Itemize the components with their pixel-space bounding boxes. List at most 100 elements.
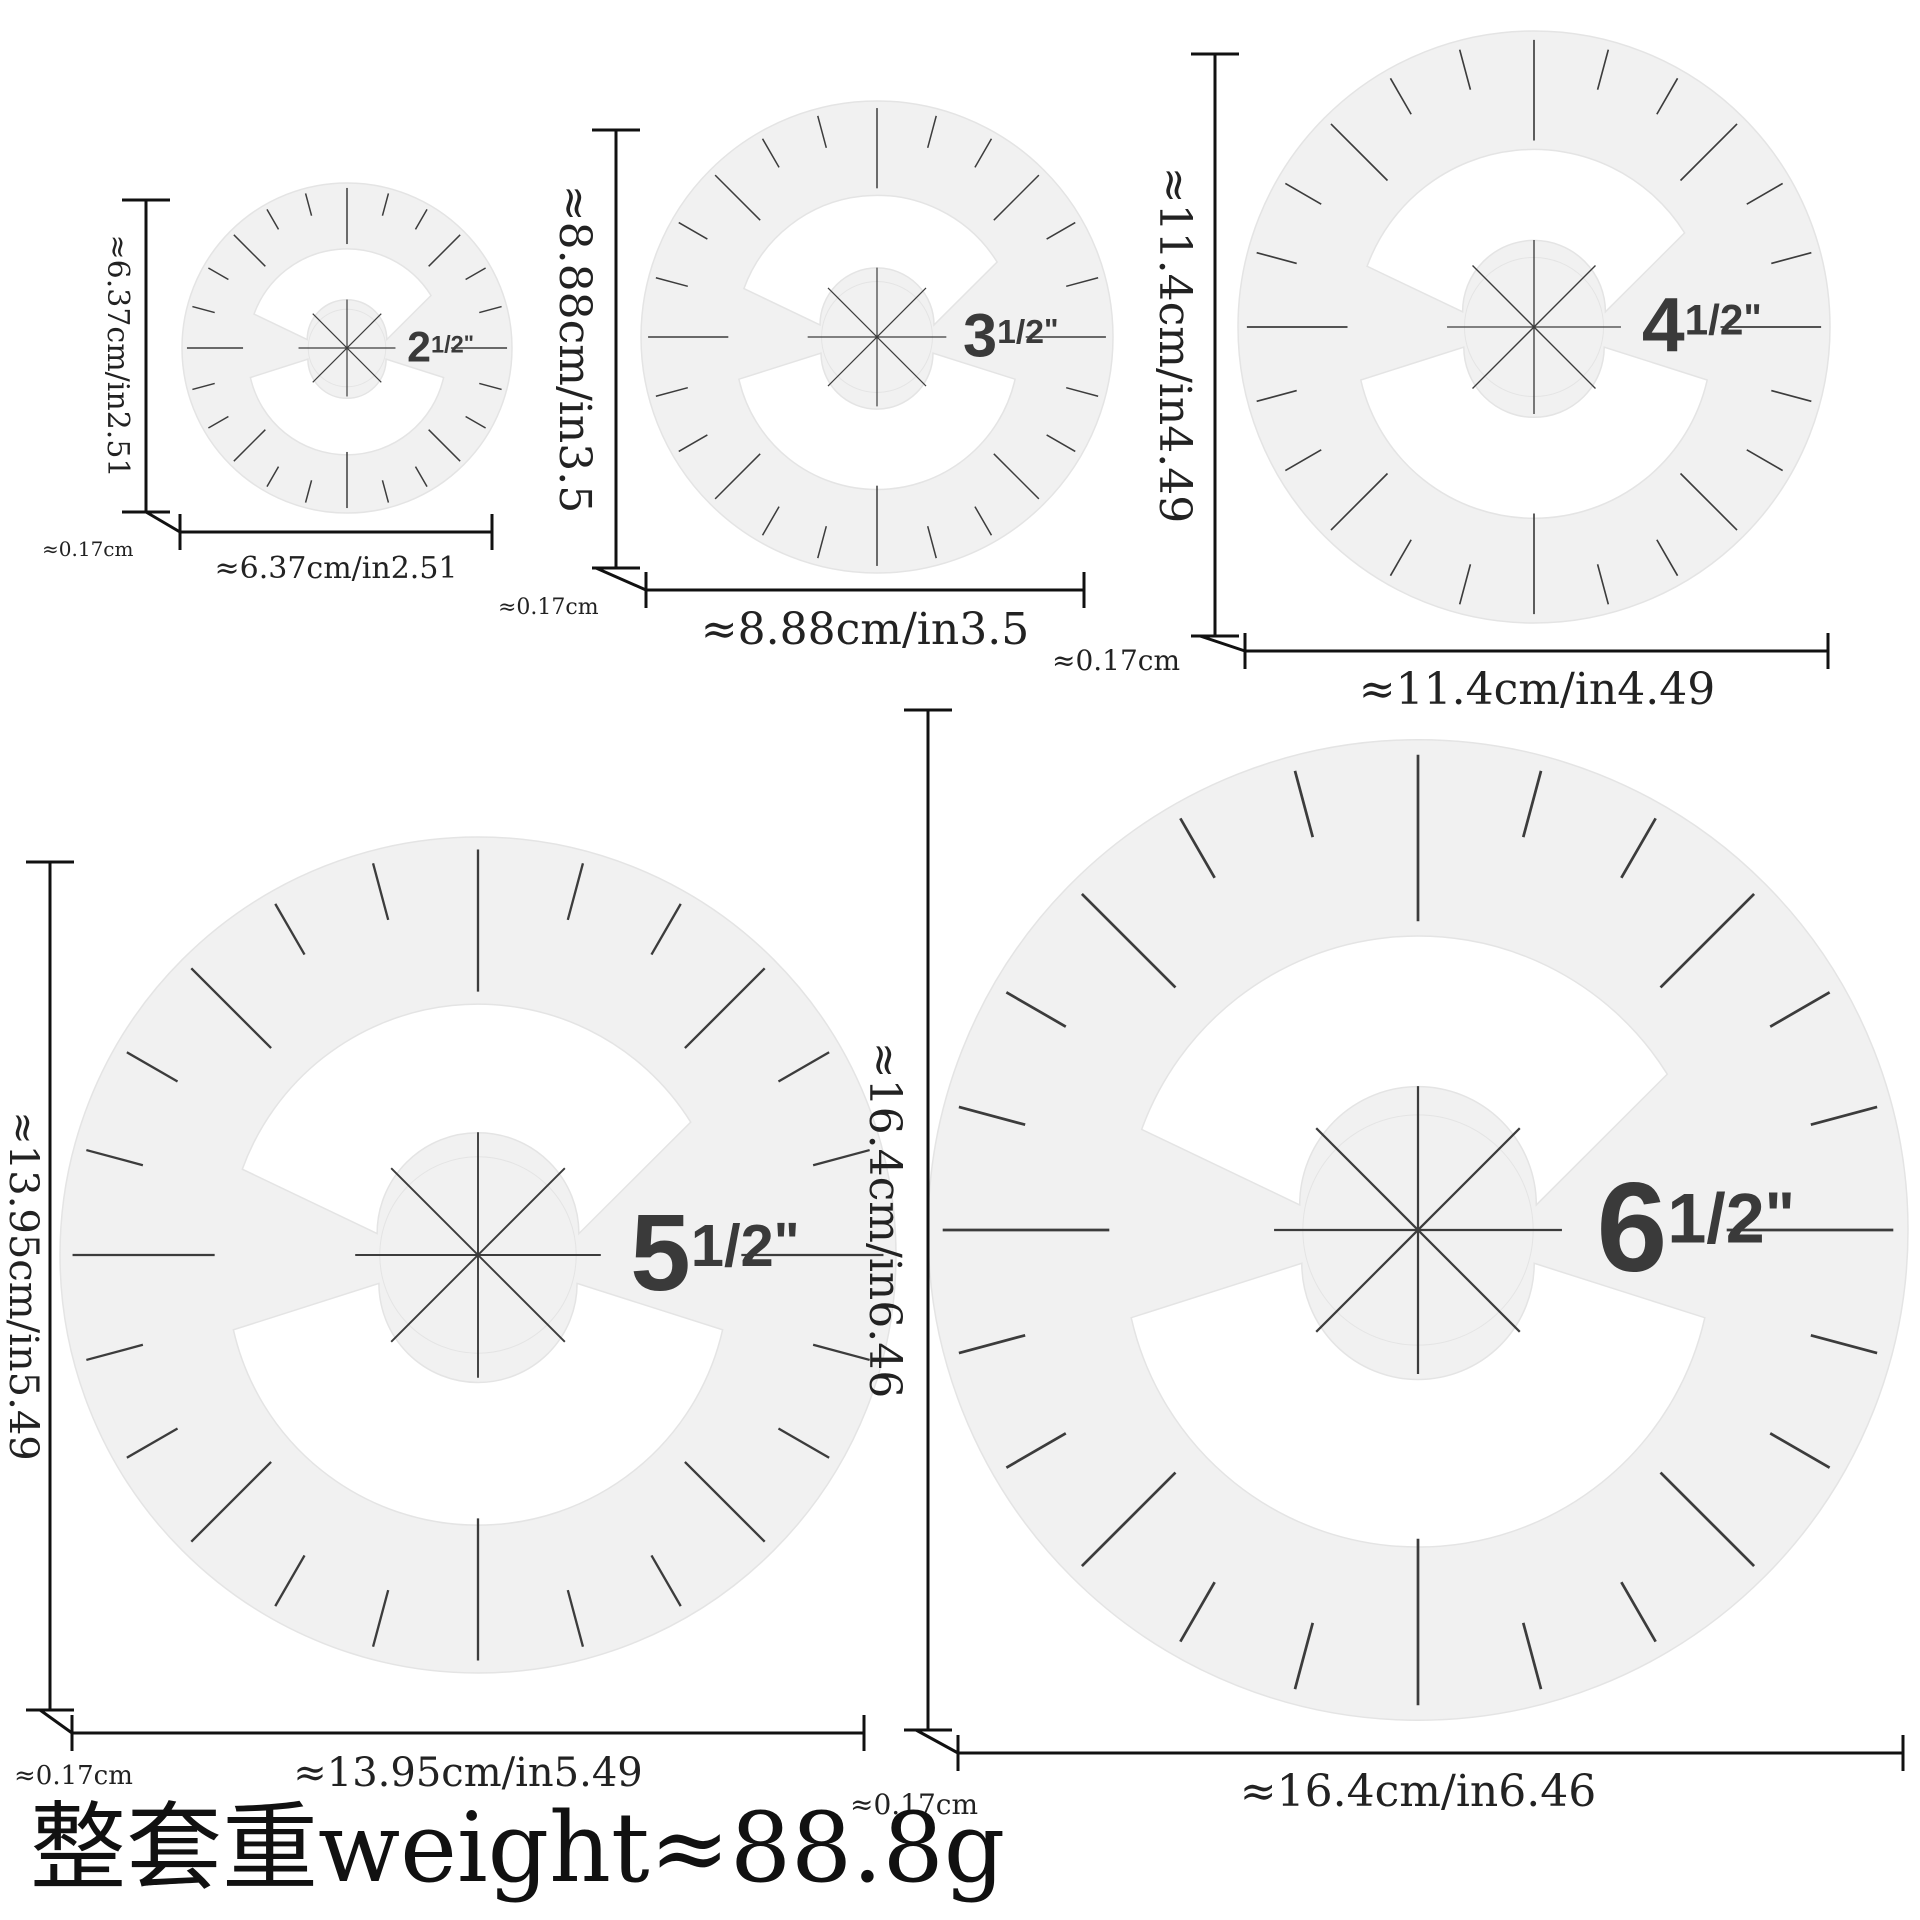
thickness-line [915,1728,959,1755]
rim-tick [1389,539,1412,577]
rim-tick [1679,123,1738,182]
rim-tick [428,234,461,267]
rim-tick [304,480,313,503]
height-text: ≈13.95cm/in5.49 [0,1111,46,1460]
size-label-fraction: 1/2 [1685,297,1744,344]
rim-tick [650,903,682,956]
rim-tick [566,1589,585,1647]
rim-tick [381,480,390,503]
size-label: 41/2" [1642,283,1762,369]
height-text: ≈16.4cm/in6.46 [859,1042,910,1398]
rim-tick [1679,472,1738,531]
total-weight-caption: 整套重weight≈88.8g [30,1792,1006,1904]
rim-tick [1066,386,1099,397]
rim-tick [465,267,486,281]
thickness-text: ≈0.17cm [850,1788,978,1821]
rim-tick [1293,770,1315,838]
hub-line [1472,265,1596,389]
rim-tick [684,967,766,1049]
rim-tick [1810,1105,1878,1127]
rim-tick [1771,389,1812,403]
rim-tick [958,1105,1026,1127]
rim-tick [274,1554,306,1607]
rim-tick [1080,1471,1177,1568]
rim-tick [684,1461,766,1543]
rim-tick [1284,449,1322,472]
thickness-text: ≈0.17cm [498,595,599,620]
size-label-fraction: 1/2 [431,331,464,357]
thickness-line [39,1708,73,1735]
width-text: ≈11.4cm/in4.49 [1359,664,1715,715]
dimension-marks: ≈8.88cm/in3.5 ≈8.88cm/in3.5 ≈0.17cm [498,128,1086,655]
thickness-line [595,566,647,592]
rim-tick [1746,182,1784,205]
rim-tick [993,453,1040,500]
rim-tick [1005,1432,1067,1469]
hub-line [1315,1127,1521,1333]
rim-tick [126,1051,179,1083]
dimension-marks: ≈16.4cm/in6.46 ≈16.4cm/in6.46 ≈0.17cm [850,708,1905,1821]
size-label-inch-mark: " [774,1211,800,1272]
rim-tick [192,305,215,314]
template-t55: 51/2" ≈13.95cm/in5.49 ≈13.95cm/in5.49 ≈0.17… [0,836,897,1796]
rim-tick [1046,434,1076,453]
height-text: ≈8.88cm/in3.5 [549,185,600,513]
rim-tick [371,1589,390,1647]
rim-tick [777,1427,830,1459]
size-label-whole: 2 [407,324,431,372]
rim-tick [1769,991,1831,1028]
rim-tick [190,967,272,1049]
rim-tick [371,863,390,921]
template-t45: 41/2" ≈11.4cm/in4.49 ≈11.4cm/in4.49 ≈0.17cm [1052,30,1831,715]
rim-tick [566,863,585,921]
size-label-fraction: 1/2 [1667,1180,1764,1258]
rim-tick [126,1427,179,1459]
rim-tick [1771,251,1812,265]
rim-tick [1330,123,1389,182]
rim-tick [1389,77,1412,115]
rim-tick [266,466,280,487]
rim-tick [974,138,993,168]
rim-tick [479,305,502,314]
rim-tick [761,506,780,536]
rim-tick [1330,472,1389,531]
rim-tick [1256,389,1297,403]
width-text: ≈8.88cm/in3.5 [701,604,1029,655]
size-label-whole: 3 [963,302,997,371]
size-label-fraction: 1/2 [691,1212,774,1279]
template-t65: 61/2" ≈16.4cm/in6.46 ≈16.4cm/in6.46 ≈0.17cm [850,708,1909,1821]
rim-tick [1656,77,1679,115]
height-text: ≈11.4cm/in4.49 [1149,167,1200,523]
rim-tick [414,209,428,230]
height-text: ≈6.37cm/in2.51 [100,234,135,477]
size-label-inch-mark: " [464,331,474,355]
rim-tick [381,193,390,216]
rim-tick [1046,221,1076,240]
rim-tick [233,429,266,462]
rim-tick [1810,1333,1878,1355]
rim-tick [655,386,688,397]
template-t35: 31/2" ≈8.88cm/in3.5 ≈8.88cm/in3.5 ≈0.17cm [498,100,1114,655]
thickness-text: ≈0.17cm [14,1761,133,1791]
rim-tick [817,115,828,148]
rim-tick [678,221,708,240]
rim-tick [479,382,502,391]
rim-tick [1769,1432,1831,1469]
rim-tick [1179,1581,1216,1643]
rim-tick [1659,1471,1756,1568]
rim-tick [761,138,780,168]
hub-line [312,313,382,383]
rim-tick [1080,892,1177,989]
dimension-marks: ≈11.4cm/in4.49 ≈11.4cm/in4.49 ≈0.17cm [1052,52,1830,715]
rim-tick [1293,1622,1315,1690]
size-label-whole: 4 [1642,283,1685,369]
rim-tick [714,174,761,221]
rim-tick [1521,1622,1543,1690]
rim-tick [1256,251,1297,265]
rim-tick [192,382,215,391]
thickness-line [145,510,181,534]
rim-tick [958,1333,1026,1355]
rim-tick [812,1343,870,1362]
rim-tick [1656,539,1679,577]
